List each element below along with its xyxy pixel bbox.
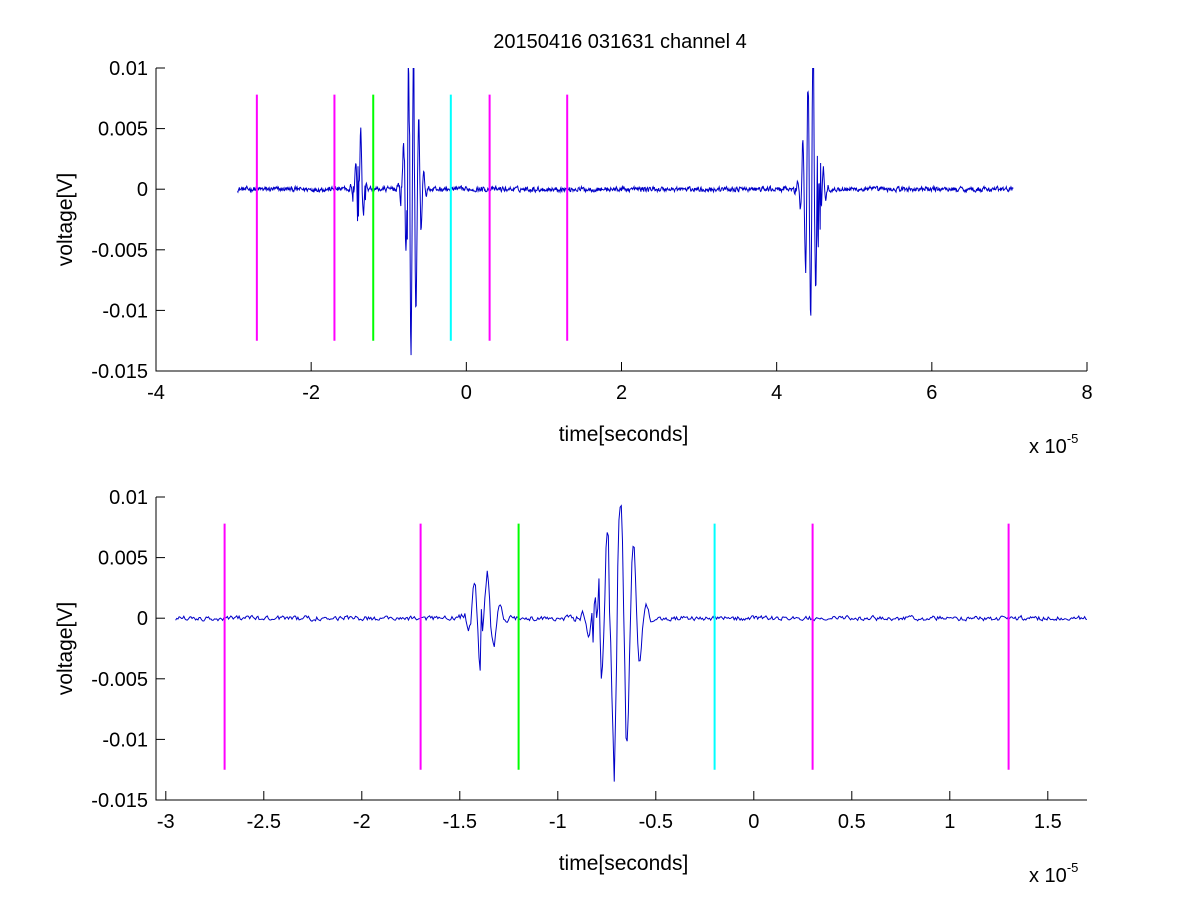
y-tick-label: 0 [137, 608, 148, 630]
x-tick-label: -2.5 [247, 811, 281, 833]
signal-trace [175, 504, 1087, 782]
x-tick-label: -1.5 [443, 811, 477, 833]
x-tick-label: 0 [461, 382, 472, 404]
x-tick-label: 4 [771, 382, 782, 404]
y-tick-label: -0.01 [102, 729, 148, 751]
x-tick-label: -1 [549, 811, 567, 833]
x-tick-label: 1 [944, 811, 955, 833]
x-tick-label: -2 [353, 811, 371, 833]
y-tick-label: -0.015 [91, 361, 148, 383]
y-tick-label: -0.015 [91, 790, 148, 812]
bottom-plot: -3 -2.5 -2 -1.5 -1 -0.5 0 0.5 1 1.5 -0.015 -0.01 -0.… [54, 487, 1087, 887]
x-tick-label: -3 [157, 811, 175, 833]
figure-title: 20150416 031631 channel 4 [493, 31, 747, 53]
y-tick-label: 0.005 [98, 119, 148, 141]
x-tick-label: 8 [1081, 382, 1092, 404]
x-tick-label: 2 [616, 382, 627, 404]
y-tick-label: -0.005 [91, 669, 148, 691]
y-tick-label: 0 [137, 179, 148, 201]
x-tick-label: -4 [147, 382, 165, 404]
x-tick-label: -2 [302, 382, 320, 404]
x-exponent-label: x 10-5 [1029, 860, 1078, 887]
y-axis-label: voltage[V] [54, 173, 77, 266]
y-tick-label: -0.01 [102, 300, 148, 322]
x-exponent-label: x 10-5 [1029, 431, 1078, 458]
signal-trace [237, 68, 1014, 356]
x-tick-label: 0.5 [838, 811, 866, 833]
x-tick-label: 6 [926, 382, 937, 404]
y-tick-label: -0.005 [91, 240, 148, 262]
y-tick-label: 0.01 [109, 58, 148, 80]
x-axis-label: time[seconds] [559, 852, 689, 875]
y-tick-label: 0.01 [109, 487, 148, 509]
top-plot: -4 -2 0 2 4 6 8 -0.015 -0.01 -0.005 0 0.005 0.01 time… [54, 58, 1093, 458]
x-tick-label: -0.5 [639, 811, 673, 833]
x-tick-label: 1.5 [1034, 811, 1062, 833]
x-axis-label: time[seconds] [559, 423, 689, 446]
x-tick-label: 0 [748, 811, 759, 833]
y-tick-label: 0.005 [98, 548, 148, 570]
y-axis-label: voltage[V] [54, 602, 77, 695]
